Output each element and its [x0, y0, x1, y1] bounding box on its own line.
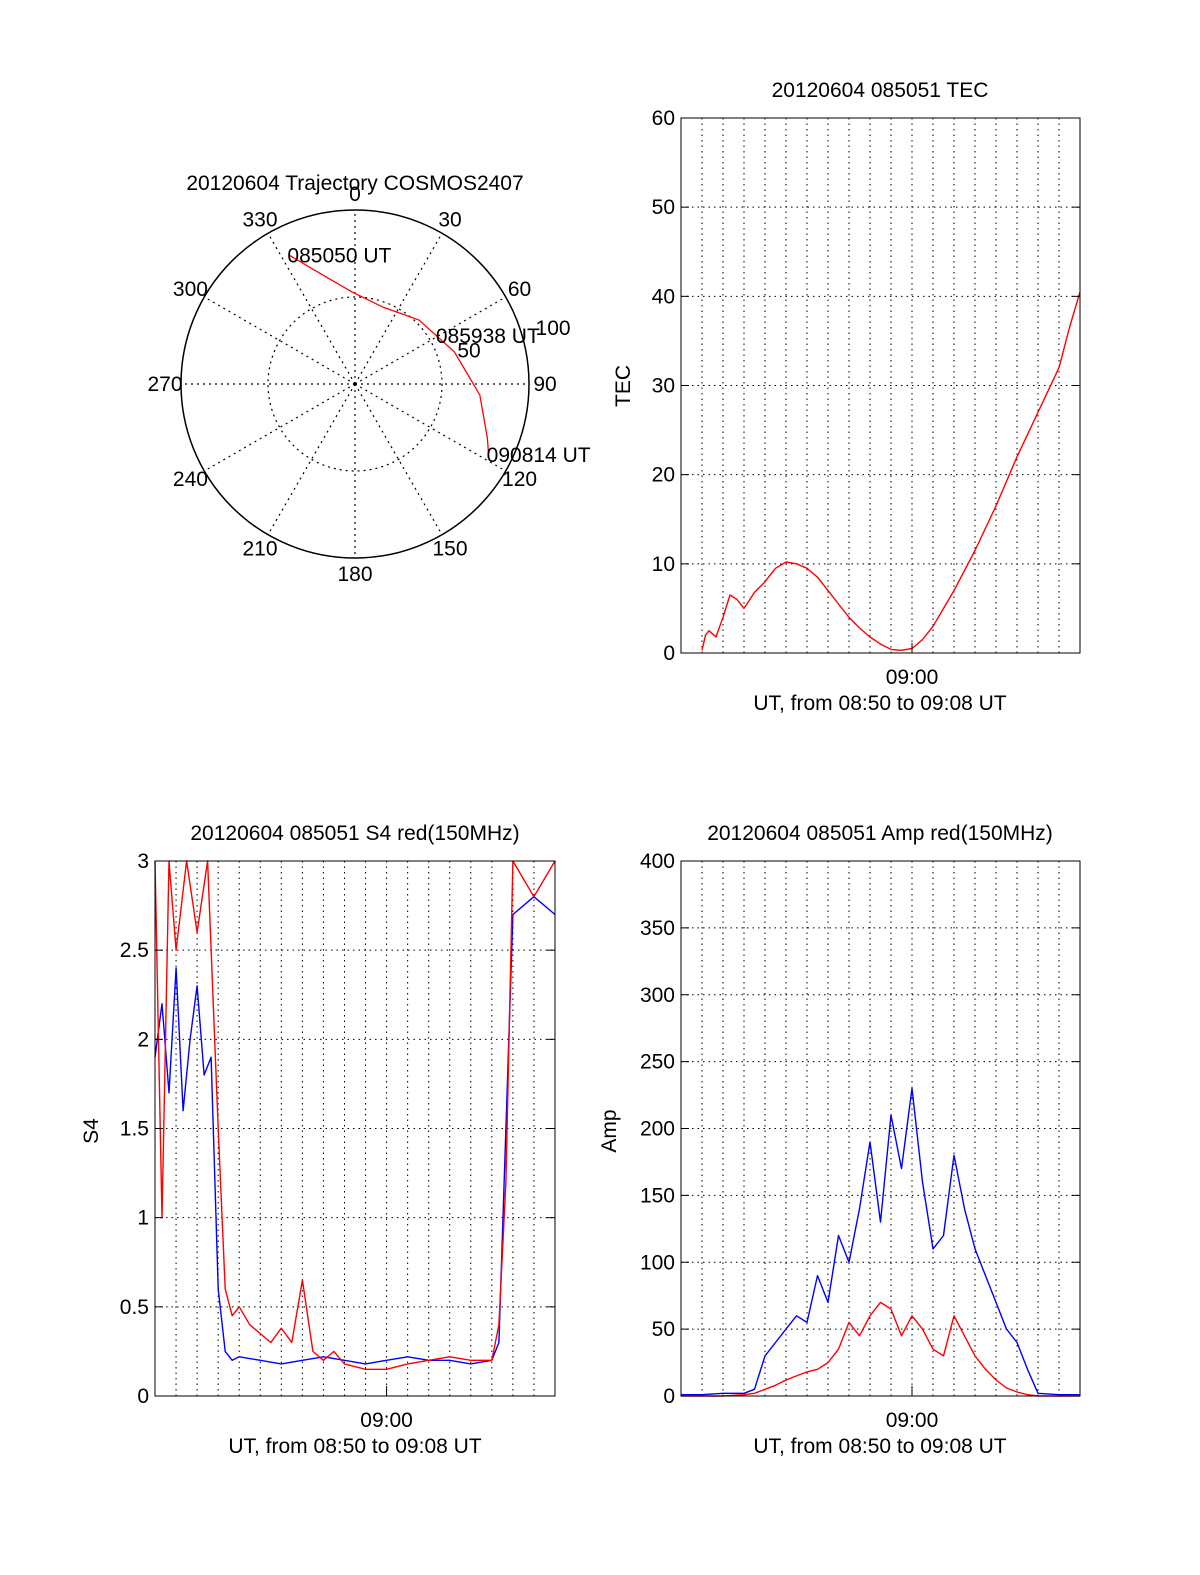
polar-angle-label: 270	[147, 373, 182, 396]
tec-y-ticks: 0 10 20 30 40 50 60	[652, 107, 1080, 665]
amp-panel: 20120604 085051 Amp red(150MHz) 0 50 100 15…	[598, 822, 1081, 1458]
tec-ytick-label: 50	[652, 196, 675, 219]
amp-y-axis-label: Amp	[598, 1109, 621, 1152]
s4-x-ticks: 09:00	[360, 1386, 413, 1432]
tec-ytick-label: 0	[663, 642, 675, 665]
polar-radius-labels: 50 100	[457, 317, 570, 363]
amp-y-ticks: 0 50 100 150 200 250 300 350 400	[640, 850, 1080, 1408]
amp-grid	[681, 861, 1080, 1396]
trajectory-time-label: 085050 UT	[287, 244, 391, 267]
polar-spoke	[204, 383, 356, 472]
tec-ytick-label: 10	[652, 553, 675, 576]
s4-xtick-label: 09:00	[360, 1409, 413, 1432]
tec-x-ticks: 09:00	[886, 643, 939, 689]
polar-spoke	[354, 296, 506, 385]
polar-angle-label: 30	[438, 208, 461, 231]
amp-x-axis-label: UT, from 08:50 to 09:08 UT	[753, 1435, 1006, 1458]
s4-x-axis-label: UT, from 08:50 to 09:08 UT	[228, 1435, 481, 1458]
s4-ytick-label: 1.5	[120, 1118, 149, 1141]
amp-series	[681, 1087, 1080, 1397]
polar-angle-label: 210	[242, 538, 277, 561]
amp-xtick-label: 09:00	[886, 1409, 939, 1432]
amp-ytick-label: 100	[640, 1251, 675, 1274]
polar-angle-labels: 0 30 60 90 120 150 180 210 240 270 300 330	[147, 183, 556, 586]
amp-series-line	[681, 1087, 1080, 1396]
s4-title: 20120604 085051 S4 red(150MHz)	[190, 822, 519, 845]
polar-outer-ring	[180, 209, 530, 559]
polar-angle-label: 120	[502, 468, 537, 491]
trajectory-annotations: 085050 UT 085938 UT 090814 UT	[287, 244, 590, 467]
amp-ytick-label: 350	[640, 917, 675, 940]
polar-spoke	[267, 233, 356, 385]
polar-spoke	[267, 383, 356, 535]
tec-x-axis-label: UT, from 08:50 to 09:08 UT	[753, 692, 1006, 715]
amp-series-line	[681, 1301, 1080, 1397]
polar-angle-label: 60	[508, 278, 531, 301]
amp-ytick-label: 250	[640, 1051, 675, 1074]
amp-ytick-label: 200	[640, 1118, 675, 1141]
s4-ytick-label: 3	[137, 850, 149, 873]
trajectory-time-label: 085938 UT	[436, 325, 540, 348]
s4-ytick-label: 2.5	[120, 939, 149, 962]
s4-series-line	[154, 860, 556, 1371]
s4-ytick-label: 0	[137, 1385, 149, 1408]
polar-angle-label: 180	[337, 563, 372, 586]
polar-radius-label: 50	[457, 339, 480, 362]
polar-angle-label: 150	[432, 538, 467, 561]
tec-series	[701, 291, 1081, 651]
amp-ytick-label: 150	[640, 1184, 675, 1207]
s4-y-axis-label: S4	[80, 1118, 103, 1144]
polar-ring-50	[267, 296, 443, 472]
polar-title: 20120604 Trajectory COSMOS2407	[186, 172, 523, 195]
s4-plot-frame	[154, 860, 556, 1397]
tec-ytick-label: 40	[652, 285, 675, 308]
tec-title: 20120604 085051 TEC	[772, 79, 989, 102]
s4-panel: 20120604 085051 S4 red(150MHz) 0 0.5 1 1.5 2…	[80, 822, 556, 1458]
amp-ytick-label: 400	[640, 850, 675, 873]
tec-ytick-label: 20	[652, 464, 675, 487]
polar-angle-label: 300	[173, 278, 208, 301]
s4-y-ticks: 0 0.5 1 1.5 2 2.5 3	[120, 850, 555, 1408]
trajectory-time-label: 090814 UT	[487, 444, 591, 467]
trajectory-line	[289, 254, 490, 456]
amp-title: 20120604 085051 Amp red(150MHz)	[707, 822, 1053, 845]
polar-spoke	[354, 383, 443, 535]
s4-ytick-label: 0.5	[120, 1296, 149, 1319]
tec-grid	[681, 118, 1080, 653]
s4-ytick-label: 1	[137, 1207, 149, 1230]
tec-ytick-label: 60	[652, 107, 675, 130]
trajectory-path	[289, 254, 490, 456]
polar-angle-label: 90	[533, 373, 556, 396]
amp-x-ticks: 09:00	[886, 1386, 939, 1432]
amp-ytick-label: 50	[652, 1318, 675, 1341]
amp-ytick-label: 300	[640, 984, 675, 1007]
polar-angle-label: 330	[242, 208, 277, 231]
polar-spoke	[204, 296, 356, 385]
amp-ytick-label: 0	[663, 1385, 675, 1408]
tec-ytick-label: 30	[652, 375, 675, 398]
s4-series	[154, 860, 556, 1371]
tec-y-axis-label: TEC	[612, 365, 635, 407]
polar-spoke	[354, 233, 443, 385]
polar-grid	[181, 210, 529, 558]
tec-xtick-label: 09:00	[886, 666, 939, 689]
polar-angle-label: 240	[173, 468, 208, 491]
s4-ytick-label: 2	[137, 1028, 149, 1051]
tec-series-line	[701, 291, 1081, 651]
polar-trajectory-panel: 20120604 Trajectory COSMOS2407 0 30 60 90 12…	[147, 172, 590, 586]
s4-grid	[155, 861, 555, 1396]
polar-angle-label: 0	[349, 183, 361, 206]
polar-spoke	[354, 383, 506, 472]
s4-series-line	[154, 896, 556, 1365]
polar-radius-label: 100	[536, 317, 571, 340]
